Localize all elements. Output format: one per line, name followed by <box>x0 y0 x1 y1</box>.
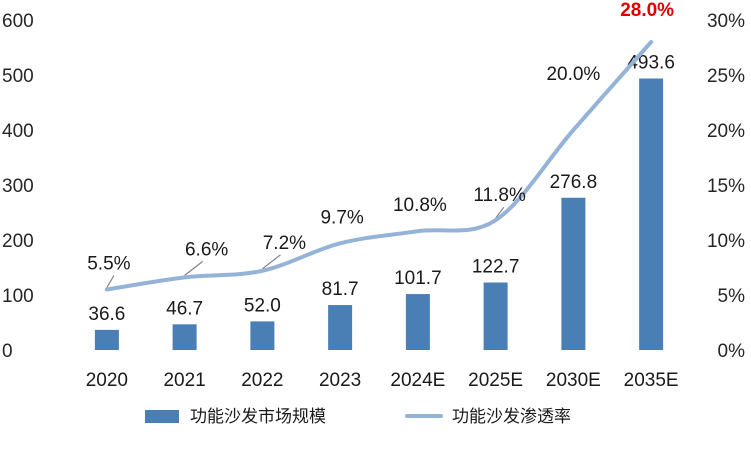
x-tick-label: 2030E <box>546 370 601 391</box>
right-tick-label: 25% <box>707 66 745 87</box>
right-tick-label: 15% <box>707 176 745 197</box>
x-tick-label: 2020 <box>86 370 128 391</box>
bar <box>250 321 275 350</box>
bar-value-label: 122.7 <box>472 257 520 278</box>
leader-line <box>184 260 204 276</box>
bar-value-label: 276.8 <box>550 172 598 193</box>
leader-lines <box>106 206 505 288</box>
bar-value-label: 52.0 <box>244 295 281 316</box>
right-tick-label: 10% <box>707 231 745 252</box>
penetration-line <box>104 40 654 292</box>
x-tick-label: 2023 <box>319 370 361 391</box>
bar <box>172 324 197 350</box>
right-axis-ticks: 0% 5% 10% 15% 20% 25% 30% <box>707 11 745 362</box>
leader-line <box>262 254 281 270</box>
legend-bar-swatch <box>145 410 179 423</box>
leader-line <box>106 275 115 288</box>
legend-item-line: 功能沙发渗透率 <box>405 407 571 426</box>
x-tick-label: 2035E <box>624 370 679 391</box>
line-value-label: 9.7% <box>320 207 363 228</box>
right-tick-label: 20% <box>707 121 745 142</box>
line-value-label: 5.5% <box>87 254 130 275</box>
bar-value-label: 36.6 <box>88 304 125 325</box>
line-value-label: 11.8% <box>473 185 526 206</box>
bar <box>94 329 119 350</box>
x-tick-label: 2022 <box>241 370 283 391</box>
left-tick-label: 100 <box>2 286 34 307</box>
x-tick-label: 2021 <box>163 370 205 391</box>
line-value-label: 20.0% <box>546 64 600 85</box>
x-tick-label: 2024E <box>390 370 445 391</box>
line-value-label: 7.2% <box>263 233 306 254</box>
bar-value-label: 46.7 <box>166 298 203 319</box>
bar <box>328 305 353 350</box>
bar-series <box>94 78 664 351</box>
left-tick-label: 600 <box>2 11 34 32</box>
left-tick-label: 500 <box>2 66 34 87</box>
x-tick-label: 2025E <box>468 370 523 391</box>
line-value-label-highlight: 28.0% <box>620 0 674 21</box>
right-tick-label: 30% <box>707 11 745 32</box>
bar-value-label: 81.7 <box>322 279 359 300</box>
legend-line-label: 功能沙发渗透率 <box>452 407 571 426</box>
line-data-labels: 5.5% 6.6% 7.2% 9.7% 10.8% 11.8% 20.0% 28.0% <box>87 0 674 275</box>
bar <box>405 294 430 350</box>
bar-value-label: 101.7 <box>394 268 442 289</box>
left-tick-label: 200 <box>2 231 34 252</box>
legend: 功能沙发市场规模 功能沙发渗透率 <box>145 407 571 426</box>
bar <box>483 282 508 350</box>
leader-line <box>495 206 505 219</box>
bar <box>561 197 586 350</box>
right-tick-label: 5% <box>718 286 746 307</box>
right-tick-label: 0% <box>718 341 746 362</box>
line-value-label: 6.6% <box>185 239 228 260</box>
legend-bar-label: 功能沙发市场规模 <box>190 407 326 426</box>
line-value-label: 10.8% <box>393 195 447 216</box>
bar <box>639 78 664 351</box>
left-tick-label: 0 <box>2 341 13 362</box>
left-tick-label: 300 <box>2 176 34 197</box>
x-axis-ticks: 2020 2021 2022 2023 2024E 2025E 2030E 2035E <box>86 370 679 391</box>
legend-item-bar: 功能沙发市场规模 <box>145 407 326 426</box>
left-axis-ticks: 0 100 200 300 400 500 600 <box>2 11 34 362</box>
left-tick-label: 400 <box>2 121 34 142</box>
